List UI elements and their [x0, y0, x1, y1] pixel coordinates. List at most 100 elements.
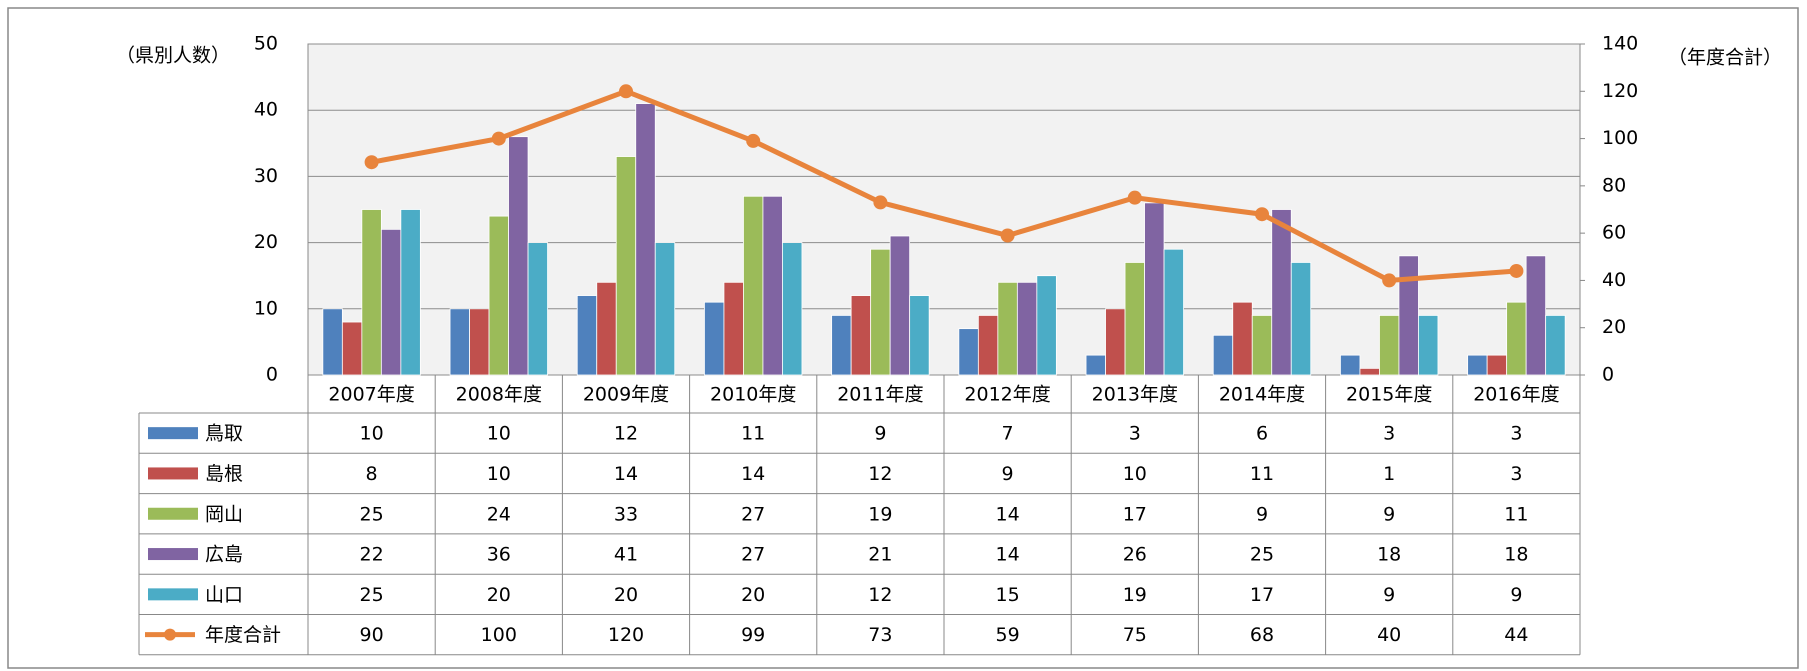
bar: [743, 195, 764, 376]
bar: [341, 321, 363, 376]
y2-tick-label: 120: [1602, 80, 1638, 102]
table-value: 3: [1129, 423, 1141, 445]
line-marker: [1127, 190, 1142, 205]
bar: [1506, 301, 1527, 376]
bar: [1232, 301, 1253, 376]
line: [371, 88, 1517, 283]
bar: [361, 209, 382, 376]
legend-key-marker: [164, 628, 176, 641]
bar: [1036, 275, 1057, 376]
table-value: 11: [1504, 503, 1528, 525]
bar: [1085, 354, 1106, 376]
bar: [870, 248, 891, 376]
table-value: 18: [1504, 544, 1528, 566]
bar: [615, 156, 637, 376]
table-value: 68: [1250, 624, 1274, 646]
bar: [1144, 202, 1165, 376]
table-value: 14: [614, 463, 638, 485]
table-value: 41: [614, 544, 638, 566]
y2-tick-label: 40: [1602, 269, 1626, 291]
bar: [762, 195, 783, 376]
table-value: 12: [868, 584, 892, 606]
table-value: 20: [487, 584, 511, 606]
line-marker: [1000, 228, 1015, 243]
table-value: 9: [874, 423, 886, 445]
table-value: 19: [868, 503, 892, 525]
table-value: 25: [360, 503, 384, 525]
table-value: 27: [741, 544, 765, 566]
x-tick-label: 2009年度: [583, 384, 669, 406]
table-value: 14: [996, 503, 1020, 525]
bar: [508, 136, 529, 376]
table-value: 9: [1510, 584, 1522, 606]
legend-label: 鳥取: [205, 423, 243, 445]
bar: [1124, 262, 1145, 376]
y2-tick-label: 60: [1602, 222, 1626, 244]
table-value: 17: [1250, 584, 1274, 606]
y-axis-label: （県別人数）: [116, 45, 230, 67]
table-value: 3: [1510, 423, 1522, 445]
table-value: 3: [1510, 463, 1522, 485]
legend-label: 年度合計: [205, 624, 281, 646]
y2-tick-label: 80: [1602, 174, 1626, 196]
table-value: 10: [487, 463, 511, 485]
table-value: 25: [360, 584, 384, 606]
bar: [596, 281, 617, 376]
x-tick-label: 2011年度: [837, 384, 923, 406]
bar: [1271, 209, 1292, 376]
y-tick-label: 0: [266, 364, 278, 386]
bar: [831, 315, 852, 376]
bar: [1251, 315, 1273, 376]
y-tick-label: 20: [254, 231, 278, 253]
legend-key: [148, 427, 198, 440]
y2-tick-label: 0: [1602, 364, 1614, 386]
table-value: 90: [360, 624, 384, 646]
y-tick-label: 50: [254, 33, 278, 55]
table-value: 25: [1250, 544, 1274, 566]
bar: [1359, 367, 1380, 376]
table-value: 8: [366, 463, 378, 485]
bar: [635, 103, 656, 376]
legend-key: [148, 507, 198, 520]
bar: [1290, 262, 1312, 376]
table-value: 3: [1383, 423, 1395, 445]
bar: [527, 242, 548, 376]
table-value: 40: [1377, 624, 1401, 646]
legend-label: 岡山: [205, 503, 243, 525]
bar: [380, 228, 402, 376]
x-tick-label: 2015年度: [1346, 384, 1432, 406]
table-value: 73: [868, 624, 892, 646]
table-value: 120: [608, 624, 644, 646]
table-value: 11: [1250, 463, 1274, 485]
y2-tick-label: 100: [1602, 127, 1638, 149]
line-marker: [1255, 207, 1269, 222]
table-value: 9: [1383, 584, 1395, 606]
x-tick-label: 2010年度: [710, 384, 796, 406]
table-value: 20: [741, 584, 765, 606]
bar: [1467, 354, 1488, 376]
line-marker: [491, 131, 506, 146]
x-tick-label: 2012年度: [964, 384, 1050, 406]
bar: [1379, 315, 1400, 376]
bar: [977, 315, 999, 376]
x-tick-label: 2013年度: [1092, 384, 1178, 406]
table-value: 17: [1123, 503, 1147, 525]
table-value: 9: [1383, 503, 1395, 525]
bar: [400, 209, 421, 376]
bar: [723, 281, 744, 376]
table-value: 10: [1123, 463, 1147, 485]
table-value: 6: [1256, 423, 1268, 445]
table-value: 100: [481, 624, 517, 646]
table-value: 7: [1002, 423, 1014, 445]
table-value: 21: [868, 544, 892, 566]
table-value: 10: [360, 423, 384, 445]
bar: [1418, 315, 1439, 376]
table-value: 9: [1256, 503, 1268, 525]
line-marker: [364, 155, 379, 170]
bar: [782, 242, 803, 376]
table-value: 18: [1377, 544, 1401, 566]
table-value: 12: [614, 423, 638, 445]
line-marker: [746, 133, 761, 148]
table-value: 1: [1383, 463, 1395, 485]
